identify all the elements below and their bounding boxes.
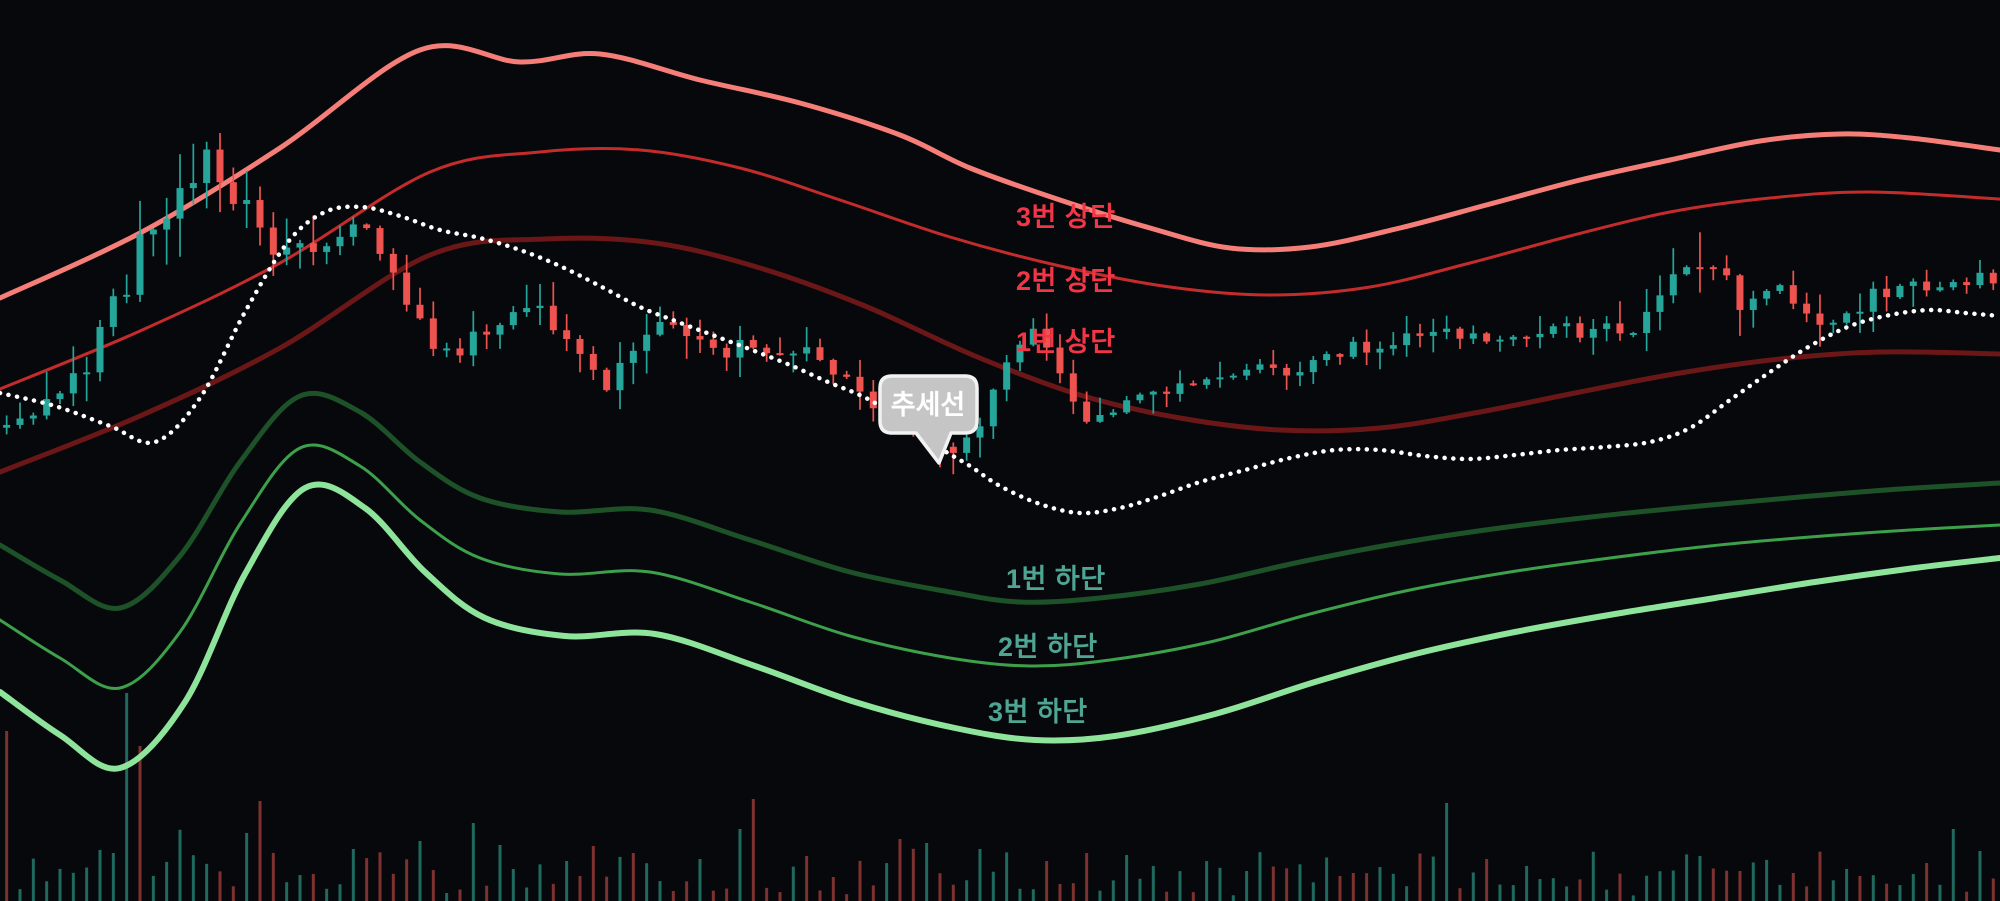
label-upper-band-2: 2번 상단 <box>1016 266 1116 296</box>
trendline-tooltip[interactable]: 추세선 <box>878 374 979 465</box>
label-upper-band-1: 1번 상단 <box>1016 327 1116 357</box>
label-lower-band-3: 3번 하단 <box>988 697 1088 727</box>
volume-pane <box>5 693 1995 901</box>
envelope-bands <box>0 43 2000 772</box>
label-upper-band-3: 3번 상단 <box>1016 202 1116 232</box>
tooltip-bubble <box>878 374 979 465</box>
candlestick-series <box>3 133 1997 475</box>
band-labels: 3번 상단 2번 상단 1번 상단 1번 하단 2번 하단 3번 하단 <box>988 202 1116 727</box>
label-lower-band-1: 1번 하단 <box>1006 564 1106 594</box>
label-lower-band-2: 2번 하단 <box>998 632 1098 662</box>
tooltip-label: 추세선 <box>891 390 966 420</box>
trend-dotted-line <box>0 204 2000 516</box>
